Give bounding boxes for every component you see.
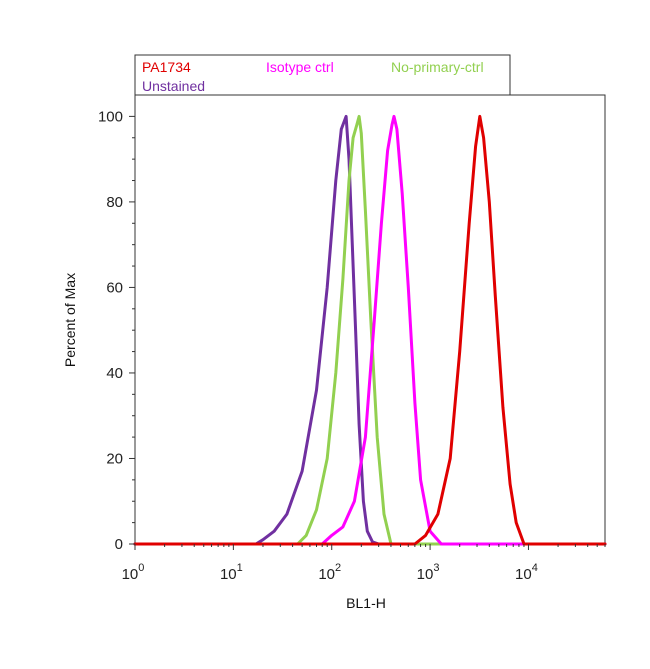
y-tick-label: 60 bbox=[106, 279, 123, 296]
legend-label-isotype: Isotype ctrl bbox=[266, 59, 334, 75]
x-tick-label: 100 bbox=[122, 562, 145, 583]
legend-label-no-primary: No-primary-ctrl bbox=[391, 59, 484, 75]
legend: PA1734 Isotype ctrl No-primary-ctrl Unst… bbox=[134, 54, 511, 96]
legend-box bbox=[134, 54, 511, 96]
y-tick-label: 100 bbox=[98, 108, 123, 125]
y-tick-label: 0 bbox=[115, 536, 123, 553]
x-tick-label: 101 bbox=[220, 562, 243, 583]
series-line-isotype-ctrl bbox=[133, 114, 607, 546]
legend-label-pa1734: PA1734 bbox=[142, 59, 191, 75]
y-axis-title: Percent of Max bbox=[62, 273, 78, 367]
series-line-unstained bbox=[133, 114, 607, 546]
series-line-pa1734 bbox=[133, 114, 607, 546]
x-axis-title: BL1-H bbox=[346, 595, 386, 611]
tick-layer: 0 20 40 60 80 100 100 101 102 103 104 bbox=[98, 108, 606, 583]
y-tick-label: 40 bbox=[106, 365, 123, 382]
x-tick-label: 102 bbox=[318, 562, 341, 583]
y-tick-label: 80 bbox=[106, 194, 123, 211]
x-tick-label: 104 bbox=[515, 562, 538, 583]
legend-label-unstained: Unstained bbox=[142, 78, 205, 94]
x-tick-label: 103 bbox=[417, 562, 440, 583]
series-line-no-primary-ctrl bbox=[133, 114, 607, 546]
series-layer bbox=[133, 114, 607, 546]
y-tick-label: 20 bbox=[106, 450, 123, 467]
